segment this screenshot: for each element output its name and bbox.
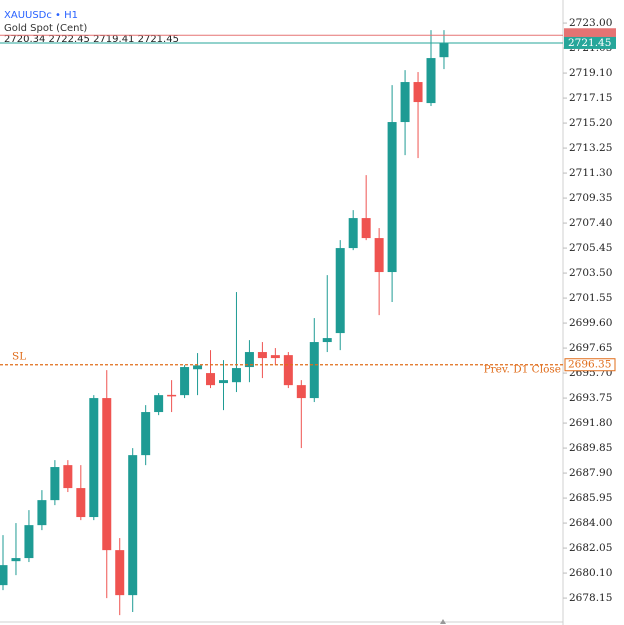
y-tick-label: 2701.55 — [569, 292, 612, 304]
sl-price-label: 2696.35 — [568, 359, 611, 371]
y-tick-label: 2723.00 — [569, 17, 612, 29]
bid-price-label: 2721.45 — [568, 37, 611, 49]
candle-body — [193, 365, 203, 370]
y-tick-label: 2717.15 — [569, 92, 612, 104]
candle-body — [270, 355, 280, 359]
ask-price-box — [564, 28, 616, 41]
y-tick-label: 2711.30 — [569, 167, 612, 179]
sl-label: SL — [12, 351, 26, 363]
candle-body — [283, 355, 293, 386]
y-tick-label: 2684.00 — [569, 517, 612, 529]
candle-body — [218, 380, 228, 384]
y-tick-label: 2693.75 — [569, 392, 612, 404]
candle-body — [387, 122, 397, 273]
candle-body — [180, 367, 190, 396]
candle-body — [296, 385, 306, 399]
candle-body — [0, 565, 8, 586]
candle-body — [128, 455, 138, 596]
candle-body — [50, 467, 60, 501]
y-tick-label: 2678.15 — [569, 592, 612, 604]
candle-body — [426, 58, 436, 104]
candle-body — [102, 398, 112, 551]
y-tick-label: 2680.10 — [569, 567, 612, 579]
y-tick-label: 2689.85 — [569, 442, 612, 454]
candle-body — [89, 398, 99, 518]
candle-body — [374, 238, 384, 273]
candle-body — [439, 42, 449, 58]
candle-body — [206, 373, 216, 386]
y-tick-label: 2719.10 — [569, 67, 612, 79]
ohlc-readout: 2720.34 2722.45 2719.41 2721.45 — [4, 34, 179, 45]
y-tick-label: 2705.45 — [569, 242, 612, 254]
candle-body — [322, 338, 332, 343]
candle-body — [413, 82, 423, 103]
candle-body — [11, 558, 21, 562]
candle-body — [348, 218, 358, 249]
candle-body — [361, 218, 371, 239]
instrument: Gold Spot (Cent) — [4, 23, 87, 34]
y-tick-label: 2713.25 — [569, 142, 612, 154]
y-tick-label: 2707.40 — [569, 217, 612, 229]
sl-price-box — [564, 358, 616, 372]
y-tick-label: 2687.90 — [569, 467, 612, 479]
candle-body — [231, 368, 241, 383]
candle-body — [115, 550, 125, 596]
y-tick-label: 2699.60 — [569, 317, 612, 329]
y-tick-label: 2697.65 — [569, 342, 612, 354]
candle-body — [167, 394, 177, 397]
candle-body — [154, 395, 164, 413]
candle-body — [244, 352, 254, 368]
candle-body — [400, 82, 410, 123]
y-tick-label: 2691.80 — [569, 417, 612, 429]
symbol: XAUUSDc • H1 — [4, 10, 78, 21]
candle-body — [63, 465, 73, 489]
y-tick-label: 2682.05 — [569, 542, 612, 554]
y-tick-label: 2703.50 — [569, 267, 612, 279]
y-tick-label: 2685.95 — [569, 492, 612, 504]
candle-body — [76, 488, 86, 518]
y-tick-label: 2709.35 — [569, 192, 612, 204]
candle-body — [37, 500, 47, 526]
candle-body — [257, 352, 267, 359]
scroll-marker — [440, 619, 446, 624]
bid-price-box — [564, 36, 616, 49]
sl-note: Prev. D1 Close — [484, 364, 561, 376]
candle-body — [141, 412, 151, 456]
candle-body — [24, 525, 34, 559]
y-tick-label: 2715.20 — [569, 117, 612, 129]
candle-body — [335, 248, 345, 334]
candle-body — [309, 342, 319, 399]
